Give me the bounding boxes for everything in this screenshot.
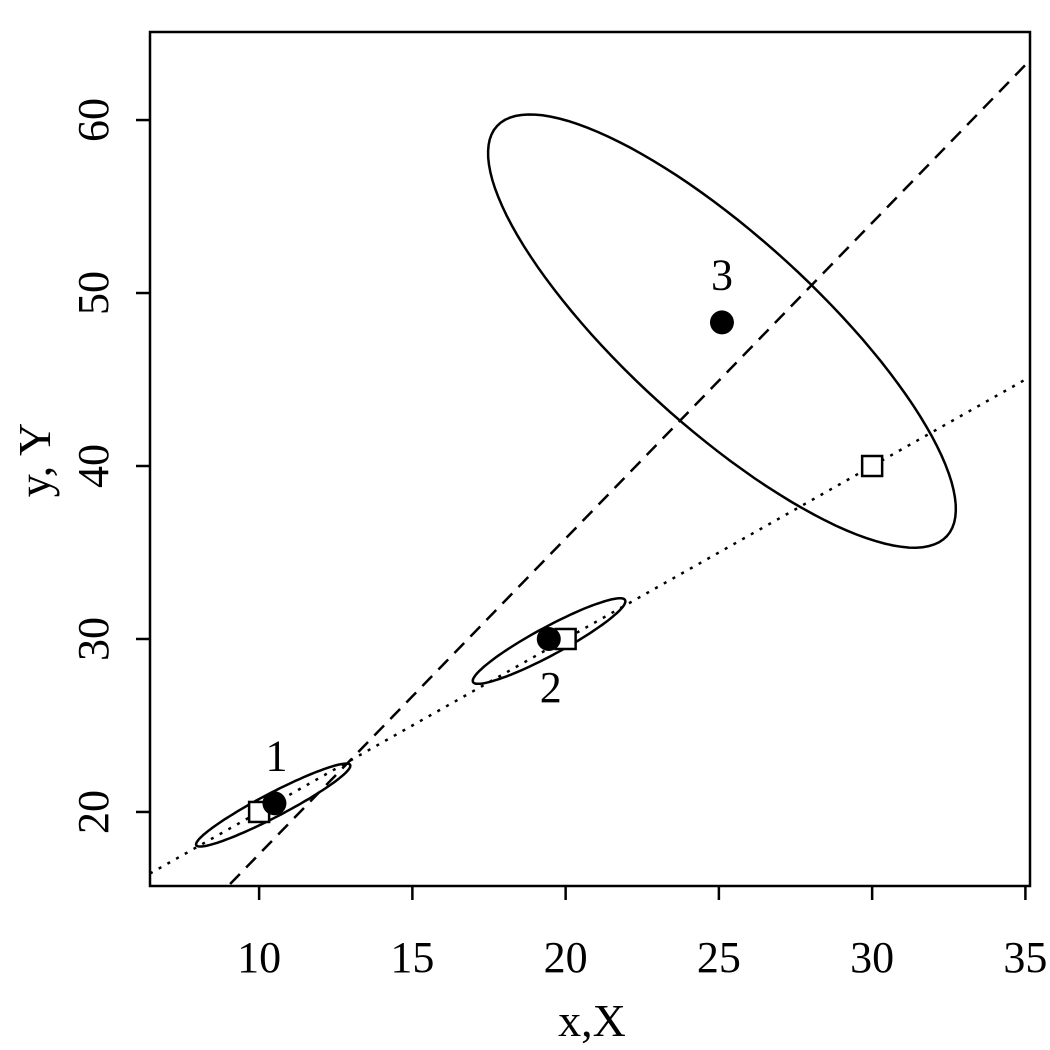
point-label: 2 (540, 663, 562, 712)
y-tick-label: 50 (69, 271, 118, 315)
x-axis-label: x,X (558, 995, 626, 1046)
y-tick-label: 30 (69, 617, 118, 661)
x-tick-label: 25 (697, 933, 741, 982)
point-label: 3 (711, 250, 733, 299)
y-axis-label: y, Y (9, 423, 60, 498)
filled-point-3 (709, 310, 734, 335)
filled-point-2 (536, 626, 561, 651)
x-tick-label: 15 (390, 933, 434, 982)
line-dashed (226, 59, 1030, 886)
y-tick-label: 20 (69, 790, 118, 834)
y-tick-label: 40 (69, 444, 118, 488)
ellipse-2 (471, 597, 627, 686)
point-label: 1 (265, 731, 287, 780)
y-tick-label: 60 (69, 98, 118, 142)
ellipse-1 (194, 762, 352, 848)
ellipse-3 (486, 113, 958, 549)
x-tick-label: 20 (544, 933, 588, 982)
filled-point-1 (262, 791, 287, 816)
open-square-point (860, 454, 884, 478)
x-tick-label: 10 (237, 933, 281, 982)
x-tick-label: 30 (850, 933, 894, 982)
plot-frame (148, 30, 1032, 888)
x-tick-label: 35 (1003, 933, 1047, 982)
